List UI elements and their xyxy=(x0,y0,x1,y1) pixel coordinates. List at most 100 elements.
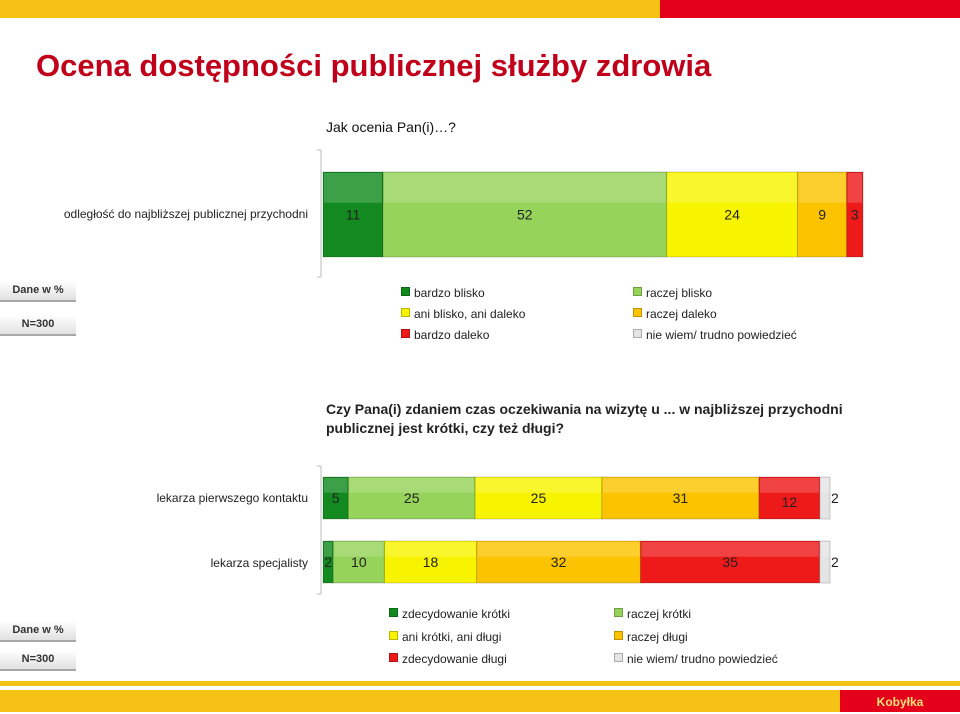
bar-segment xyxy=(383,540,478,584)
legend-item: bardzo daleko xyxy=(401,328,489,342)
legend-swatch-icon xyxy=(401,329,410,338)
bar-segment-highlight xyxy=(349,478,475,493)
footer-yellow xyxy=(0,690,840,712)
bar-segment-highlight xyxy=(477,542,640,557)
bar-segment-highlight xyxy=(667,173,797,203)
data-label: 10 xyxy=(351,554,367,570)
bar-segment-highlight xyxy=(384,173,666,203)
bar-segment xyxy=(332,540,385,584)
bar-segment xyxy=(666,171,799,258)
legend-item: ani blisko, ani daleko xyxy=(401,307,525,321)
bar-segment-highlight xyxy=(324,173,382,203)
bar-segment-highlight xyxy=(641,542,819,557)
bar-segment xyxy=(797,171,848,258)
data-label: 12 xyxy=(782,494,798,510)
legend-item: raczej daleko xyxy=(633,307,717,321)
bar-segment xyxy=(758,476,821,520)
category-label-primary-care: lekarza pierwszego kontaktu xyxy=(156,491,308,505)
legend-swatch-icon xyxy=(389,631,398,640)
bar-segment-highlight xyxy=(847,173,862,203)
legend-swatch-icon xyxy=(614,653,623,662)
data-label: 9 xyxy=(818,207,826,223)
data-label: 5 xyxy=(332,490,340,506)
legend-label: nie wiem/ trudno powiedzieć xyxy=(646,328,797,342)
bar-segment-highlight xyxy=(798,173,846,203)
legend-swatch-icon xyxy=(389,653,398,662)
legend-label: zdecydowanie długi xyxy=(402,652,507,666)
data-label: 31 xyxy=(673,490,689,506)
bar-segment xyxy=(819,476,831,520)
legend-item: nie wiem/ trudno powiedzieć xyxy=(633,328,797,342)
legend-swatch-icon xyxy=(401,308,410,317)
legend-item: nie wiem/ trudno powiedzieć xyxy=(614,652,778,666)
data-label: 2 xyxy=(831,554,839,570)
bar-segment-highlight xyxy=(820,478,829,493)
bar-segment xyxy=(347,476,476,520)
legend-label: raczej krótki xyxy=(627,607,692,621)
legend-label: ani blisko, ani daleko xyxy=(414,307,526,321)
data-label: 25 xyxy=(531,490,547,506)
bar-segment xyxy=(322,476,349,520)
bottom-bar-yellow xyxy=(0,681,960,686)
data-label: 32 xyxy=(551,554,567,570)
category-label-specialist: lekarza specjalisty xyxy=(210,556,308,570)
data-label: 25 xyxy=(404,490,420,506)
bar-segment-highlight xyxy=(760,478,819,493)
legend-label: raczej długi xyxy=(627,630,688,644)
bar-segment-highlight xyxy=(334,542,384,557)
question-2: Czy Pana(i) zdaniem czas oczekiwania na … xyxy=(326,401,843,436)
top-bar-red xyxy=(660,0,960,18)
bar-segment-highlight xyxy=(602,478,759,493)
bar-segment-highlight xyxy=(820,542,829,557)
bar-segment-highlight xyxy=(476,478,601,493)
bar-segment xyxy=(474,476,603,520)
legend-label: ani krótki, ani długi xyxy=(402,630,502,644)
legend-swatch-icon xyxy=(633,287,642,296)
sample-size-box-2: N=300 xyxy=(0,650,76,671)
legend-swatch-icon xyxy=(389,608,398,617)
bar-segment-highlight xyxy=(324,542,333,557)
bar-segment xyxy=(601,476,760,520)
bar-segment xyxy=(322,171,384,258)
legend-swatch-icon xyxy=(614,631,623,640)
bar-segment xyxy=(476,540,642,584)
legend-item: zdecydowanie krótki xyxy=(389,607,510,621)
legend-label: zdecydowanie krótki xyxy=(402,607,511,621)
top-bar-yellow xyxy=(0,0,660,18)
legend-label: bardzo daleko xyxy=(414,328,490,342)
legend-item: raczej blisko xyxy=(633,286,712,300)
legend-swatch-icon xyxy=(614,608,623,617)
page-title: Ocena dostępności publicznej służby zdro… xyxy=(36,48,712,83)
data-unit-box-1: Dane w % xyxy=(0,281,76,302)
bar-segment-highlight xyxy=(324,478,348,493)
legend-item: bardzo blisko xyxy=(401,286,485,300)
data-label: 24 xyxy=(724,207,740,223)
data-label: 3 xyxy=(851,207,859,223)
data-unit-box-2: Dane w % xyxy=(0,621,76,642)
legend-item: ani krótki, ani długi xyxy=(389,630,501,644)
bar-segment xyxy=(640,540,821,584)
legend-label: bardzo blisko xyxy=(414,286,485,300)
legend-item: raczej długi xyxy=(614,630,688,644)
legend-label: raczej blisko xyxy=(646,286,713,300)
legend-swatch-icon xyxy=(401,287,410,296)
data-label: 2 xyxy=(831,490,839,506)
legend-swatch-icon xyxy=(633,329,642,338)
legend-swatch-icon xyxy=(633,308,642,317)
category-label-distance: odległość do najbliższej publicznej przy… xyxy=(63,207,308,221)
data-label: 2 xyxy=(324,554,332,570)
legend-item: zdecydowanie długi xyxy=(389,652,507,666)
data-label: 35 xyxy=(722,554,738,570)
question-1: Jak ocenia Pan(i)…? xyxy=(326,119,456,135)
legend-label: nie wiem/ trudno powiedzieć xyxy=(627,652,778,666)
bar-segment-highlight xyxy=(385,542,476,557)
legend-item: raczej krótki xyxy=(614,607,691,621)
sample-size-box-1: N=300 xyxy=(0,315,76,336)
brand-label: Kobyłka xyxy=(876,695,924,709)
data-label: 52 xyxy=(517,207,533,223)
legend-label: raczej daleko xyxy=(646,307,717,321)
footer-red xyxy=(840,690,960,712)
bar-segment xyxy=(819,540,831,584)
bar-segment xyxy=(846,171,864,258)
